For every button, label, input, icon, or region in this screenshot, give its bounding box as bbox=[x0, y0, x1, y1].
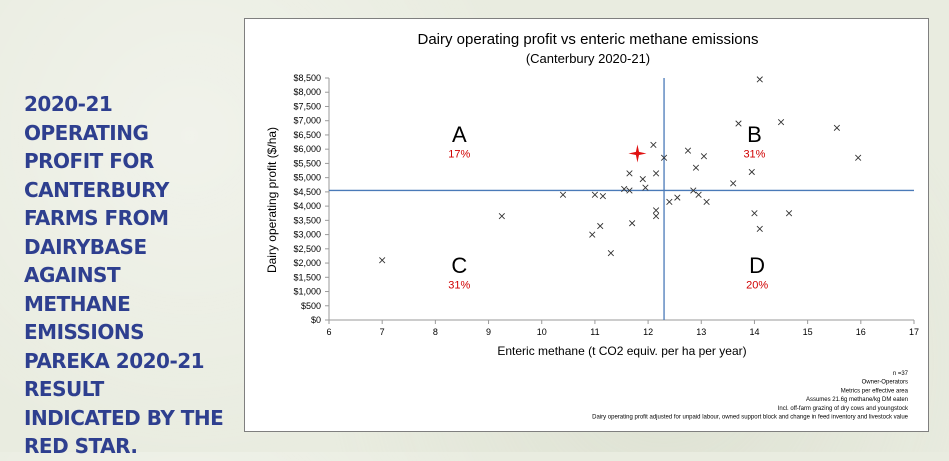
y-tick-label: $7,500 bbox=[293, 101, 321, 111]
data-point bbox=[785, 210, 793, 217]
x-tick-label: 15 bbox=[803, 327, 813, 337]
y-tick-label: $1,500 bbox=[293, 272, 321, 282]
data-point bbox=[621, 185, 628, 193]
y-tick-label: $3,000 bbox=[293, 230, 321, 240]
data-point bbox=[695, 191, 702, 198]
data-points bbox=[379, 76, 862, 264]
y-tick-label: $6,500 bbox=[293, 130, 321, 140]
x-tick-label: 10 bbox=[537, 327, 547, 337]
y-tick-label: $4,000 bbox=[293, 201, 321, 211]
data-point bbox=[756, 76, 763, 83]
data-point bbox=[379, 257, 386, 264]
data-point bbox=[639, 175, 646, 183]
data-point bbox=[652, 207, 660, 214]
y-tick-label: $8,500 bbox=[293, 73, 321, 83]
x-tick-label: 14 bbox=[749, 327, 759, 337]
data-point bbox=[674, 194, 681, 201]
quadrant-letter: D bbox=[749, 253, 765, 278]
axes: 6 7 8 9 10 11 12 13 14 15 16 17 $0 $500 $1,000 $1,500 $2… bbox=[293, 73, 919, 337]
quadrant-labels: A 17% B 31% C 31% D 20% bbox=[448, 122, 768, 292]
reference-lines bbox=[329, 78, 914, 320]
data-point bbox=[597, 222, 604, 230]
quadrant-letter: B bbox=[747, 122, 762, 147]
data-point bbox=[650, 141, 657, 149]
y-axis-label: Dairy operating profit ($/ha) bbox=[265, 127, 279, 273]
y-tick-label: $5,000 bbox=[293, 173, 321, 183]
y-tick-label: $5,500 bbox=[293, 158, 321, 168]
quadrant-percent: 17% bbox=[448, 149, 470, 161]
x-tick-label: 11 bbox=[590, 327, 599, 337]
chart-note: Assumes 21.6g methane/kg DM eaten bbox=[806, 397, 908, 403]
y-tick-label: $7,000 bbox=[293, 116, 321, 126]
data-point bbox=[626, 187, 633, 194]
data-point bbox=[559, 191, 567, 198]
highlight-star bbox=[628, 144, 647, 163]
y-tick-label: $500 bbox=[301, 301, 321, 311]
data-point bbox=[666, 198, 673, 205]
caption-text: 2020-21 operating profit for Canterbury … bbox=[24, 92, 224, 458]
y-tick-label: $8,000 bbox=[293, 87, 321, 97]
data-point bbox=[599, 193, 607, 200]
y-tick-label: $0 bbox=[311, 315, 321, 325]
data-point bbox=[629, 220, 636, 227]
chart-title: Dairy operating profit vs enteric methan… bbox=[418, 31, 759, 48]
x-tick-label: 7 bbox=[380, 327, 385, 337]
x-tick-label: 12 bbox=[643, 327, 653, 337]
data-point bbox=[748, 168, 755, 176]
data-point bbox=[660, 154, 668, 161]
red-star-marker bbox=[628, 144, 647, 163]
quadrant-letter: C bbox=[451, 253, 467, 278]
x-axis-label: Enteric methane (t CO2 equiv. per ha per… bbox=[497, 344, 746, 358]
chart-note: n =37 bbox=[893, 371, 909, 377]
data-point bbox=[700, 153, 708, 160]
data-point bbox=[652, 170, 660, 177]
data-point bbox=[591, 191, 599, 198]
quadrant-percent: 20% bbox=[746, 280, 768, 292]
chart-note: Dairy operating profit adjusted for unpa… bbox=[592, 415, 909, 421]
data-point bbox=[652, 212, 660, 220]
quadrant-percent: 31% bbox=[448, 280, 470, 292]
y-tick-label: $2,000 bbox=[293, 258, 321, 268]
x-tick-label: 16 bbox=[856, 327, 866, 337]
y-tick-label: $3,500 bbox=[293, 215, 321, 225]
data-point bbox=[735, 120, 742, 127]
x-tick-label: 13 bbox=[696, 327, 706, 337]
data-point bbox=[690, 187, 697, 194]
data-point bbox=[833, 124, 841, 131]
chart-notes: n =37 Owner-Operators Metrics per effectiv… bbox=[592, 371, 909, 421]
x-tick-label: 17 bbox=[909, 327, 919, 337]
data-point bbox=[692, 164, 700, 171]
data-point bbox=[498, 212, 505, 220]
data-point bbox=[855, 154, 862, 161]
x-tick-label: 6 bbox=[326, 327, 331, 337]
data-point bbox=[607, 249, 614, 257]
data-point bbox=[626, 170, 633, 177]
data-point bbox=[642, 184, 649, 191]
y-tick-label: $2,500 bbox=[293, 244, 321, 254]
data-point bbox=[589, 231, 596, 238]
scatter-chart: Dairy operating profit vs enteric methan… bbox=[265, 31, 919, 421]
chart-note: Metrics per effective area bbox=[841, 388, 909, 394]
y-tick-label: $6,000 bbox=[293, 144, 321, 154]
data-point bbox=[756, 225, 763, 233]
chart-subtitle: (Canterbury 2020-21) bbox=[526, 51, 650, 66]
x-tick-label: 8 bbox=[433, 327, 438, 337]
quadrant-percent: 31% bbox=[743, 149, 765, 161]
y-tick-label: $1,000 bbox=[293, 287, 321, 297]
chart-note: Owner-Operators bbox=[862, 380, 908, 386]
data-point bbox=[777, 119, 785, 126]
data-point bbox=[703, 198, 710, 205]
chart-panel: Dairy operating profit vs enteric methan… bbox=[244, 18, 929, 432]
x-tick-label: 9 bbox=[486, 327, 491, 337]
y-tick-label: $4,500 bbox=[293, 187, 321, 197]
chart-note: Incl. off-farm grazing of dry cows and y… bbox=[778, 406, 909, 412]
data-point bbox=[751, 210, 758, 217]
data-point bbox=[684, 147, 692, 154]
quadrant-letter: A bbox=[452, 122, 467, 147]
data-point bbox=[730, 180, 737, 187]
